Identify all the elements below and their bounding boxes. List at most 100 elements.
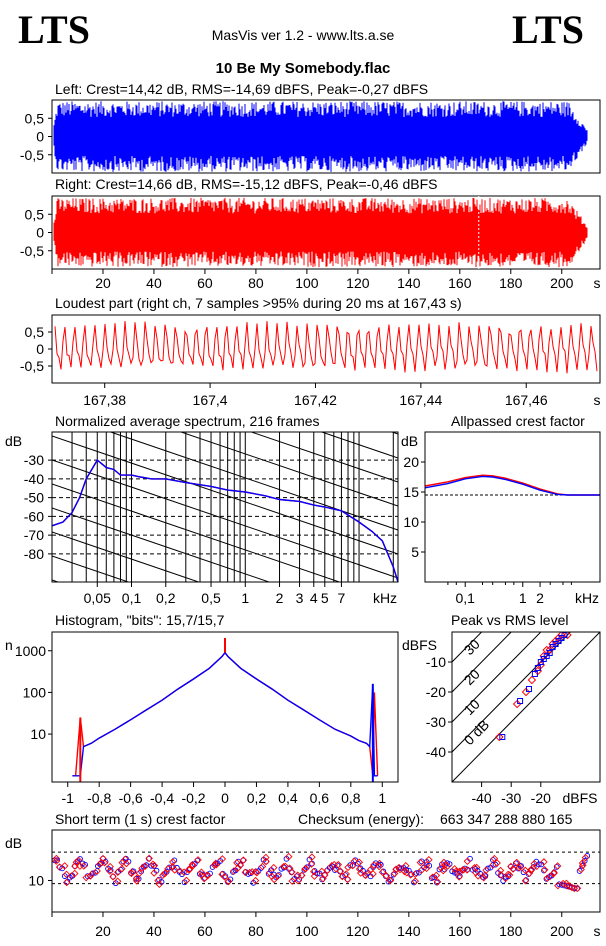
short-crest-point-right: [218, 855, 227, 863]
short-crest-point-left: [263, 858, 269, 865]
peak-rms-diagonal-label: 30: [461, 636, 483, 658]
crest-ylabel: dB: [401, 433, 418, 449]
crest-ytick-label: 5: [411, 544, 419, 560]
short-crest-point-left: [342, 872, 348, 878]
short-crest-point-right: [479, 874, 488, 882]
crest-ytick-label: 10: [403, 514, 419, 530]
peak-rms-point-right: [533, 666, 543, 676]
left-waveform-trace: [53, 101, 588, 172]
short-crest-point-left: [441, 866, 448, 873]
short-crest-point-left: [439, 861, 445, 868]
short-crest-point-right: [392, 865, 400, 874]
short-crest-point-left: [380, 868, 387, 875]
crest-left-line: [424, 475, 600, 496]
short-crest-point-right: [284, 852, 293, 861]
short-crest-point-right: [274, 872, 282, 880]
short-crest-point-right: [370, 861, 378, 869]
time-xtick-label: 180: [499, 275, 523, 291]
crest-ytick-label: 20: [403, 454, 419, 470]
short-crest-point-right: [425, 855, 433, 864]
short-crest-point-right: [581, 853, 590, 862]
spectrum-slope: [249, 432, 398, 483]
short-crest-point-right: [472, 863, 481, 872]
peak-rms-diagonal-label: 20: [461, 666, 483, 688]
short-crest-point-right: [433, 878, 442, 886]
short-crest-xtick-label: 100: [295, 923, 319, 939]
short-crest-point-left: [492, 861, 499, 868]
short-crest-point-left: [89, 870, 96, 877]
short-crest-point-left: [584, 853, 591, 859]
peak-rms-point-left: [525, 686, 532, 692]
short-crest-point-left: [319, 876, 326, 883]
short-crest-point-left: [332, 867, 338, 873]
short-crest-point-right: [298, 871, 306, 880]
peak-rms-diagonal-label: 10: [461, 696, 483, 718]
short-crest-point-right: [515, 864, 523, 872]
short-crest-point-right: [159, 871, 167, 879]
histogram-xtick-label: 0: [221, 790, 229, 806]
histogram-plot: [72, 638, 379, 782]
short-crest-points: [51, 852, 591, 893]
short-crest-point-left: [377, 861, 384, 868]
loudest-xtick-label: 167,42: [294, 392, 337, 408]
short-crest-point-left: [92, 869, 99, 876]
peak-rms-point-right: [548, 639, 557, 649]
short-crest-point-right: [251, 876, 260, 885]
spectrum-ytick-label: -80: [24, 546, 44, 562]
spectrum-xtick-label: 0,5: [201, 590, 221, 606]
short-crest-point-right: [321, 871, 329, 879]
spectrum-ylabel: dB: [5, 433, 22, 449]
short-crest-point-right: [88, 870, 96, 879]
spectrum-title: Normalized average spectrum, 216 frames: [55, 413, 320, 429]
short-crest-point-right: [432, 871, 441, 880]
left-waveform-ytick-label: 0: [36, 129, 44, 145]
short-crest-point-right: [122, 859, 131, 868]
short-crest-point-right: [294, 876, 302, 885]
short-crest-point-right: [182, 876, 191, 885]
histogram-xtick-label: -0,8: [87, 790, 111, 806]
short-crest-point-right: [361, 871, 370, 880]
short-crest-point-right: [109, 873, 117, 881]
short-crest-point-right: [343, 875, 352, 884]
short-crest-point-right: [578, 859, 587, 867]
short-crest-point-right: [496, 866, 505, 875]
short-crest-point-left: [485, 865, 491, 872]
spectrum-left-line: [52, 459, 398, 582]
short-crest-point-right: [288, 868, 296, 876]
peak-rms-plot: 40 30 20 100 dB: [452, 606, 600, 782]
peak-rms-point-left: [531, 671, 538, 677]
peak-rms-ylabel: dBFS: [402, 637, 437, 653]
peak-rms-diagonal-label: 40: [461, 606, 483, 628]
spectrum-xtick-label: 0,2: [156, 590, 176, 606]
short-crest-point-right: [194, 856, 202, 864]
histogram-title: Histogram, "bits": 15,7/15,7: [55, 612, 225, 628]
spectrum-xtick-label: 0,1: [122, 590, 142, 606]
short-crest-point-left: [247, 870, 254, 877]
peak-rms-xtick-label: -30: [501, 790, 521, 806]
lts-logo-right: LTS: [512, 7, 584, 52]
histogram-xtick-label: 0,8: [341, 790, 361, 806]
short-crest-point-right: [236, 861, 245, 869]
short-crest-point-right: [342, 870, 350, 878]
peak-rms-ytick-label: -10: [426, 654, 446, 670]
peak-rms-point-right: [545, 645, 554, 655]
short-crest-point-right: [241, 868, 250, 877]
peak-rms-point-left: [546, 650, 553, 656]
histogram-xtick-label: 0,2: [247, 790, 267, 806]
peak-rms-xtick-label: -20: [531, 790, 551, 806]
short-crest-point-right: [138, 864, 146, 872]
left-waveform-title: Left: Crest=14,42 dB, RMS=-14,69 dBFS, P…: [55, 81, 429, 97]
peak-rms-point-right: [521, 687, 531, 697]
time-xtick-label: 60: [197, 275, 213, 291]
spectrum-xtick-label: 3: [296, 590, 304, 606]
short-crest-point-right: [334, 860, 343, 869]
spectrum-slope: [52, 531, 201, 582]
short-crest-point-right: [76, 862, 84, 870]
short-crest-point-left: [423, 859, 430, 865]
spectrum-slope: [52, 555, 130, 582]
short-crest-point-right: [135, 869, 144, 877]
short-crest-point-right: [141, 862, 149, 871]
short-crest-point-right: [411, 877, 420, 885]
short-crest-point-right: [308, 853, 316, 861]
spectrum-xtick-label: 5: [321, 590, 329, 606]
